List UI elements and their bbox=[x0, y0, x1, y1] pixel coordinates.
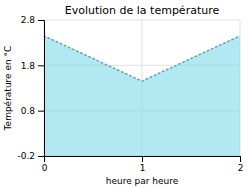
chart-container: 0 1 2 -0.2 0.8 1.8 2.8 Evolution de la températ… bbox=[0, 0, 250, 188]
x-axis: 0 1 2 bbox=[42, 156, 244, 173]
tick-mark bbox=[142, 156, 143, 162]
line bbox=[44, 36, 240, 81]
plot-area: 0 1 2 -0.2 0.8 1.8 2.8 bbox=[17, 15, 243, 173]
tick-mark bbox=[38, 65, 44, 66]
tick-mark bbox=[38, 156, 44, 157]
tick: 2.8 bbox=[21, 15, 44, 25]
tick-label: 0.8 bbox=[21, 106, 36, 116]
tick-label: 2 bbox=[238, 163, 244, 173]
tick: 1.8 bbox=[21, 61, 44, 71]
tick-label: 1.8 bbox=[21, 61, 36, 71]
tick-label: 0 bbox=[42, 163, 48, 173]
axis-line bbox=[45, 157, 241, 163]
tick: 2 bbox=[238, 156, 244, 173]
y-axis: -0.2 0.8 1.8 2.8 bbox=[17, 15, 44, 161]
area bbox=[44, 36, 240, 156]
grid bbox=[44, 20, 240, 156]
tick-mark bbox=[38, 20, 44, 21]
tick: 1 bbox=[140, 156, 146, 173]
y-axis-title: Température en °C bbox=[3, 46, 13, 132]
tick-mark bbox=[240, 156, 241, 162]
tick-mark bbox=[38, 111, 44, 112]
title: Evolution de la température bbox=[65, 4, 220, 17]
tick-label: 1 bbox=[140, 163, 146, 173]
chart-svg: 0 1 2 -0.2 0.8 1.8 2.8 Evolution de la températ… bbox=[0, 0, 250, 188]
tick-label: 2.8 bbox=[21, 15, 36, 25]
tick-label: -0.2 bbox=[17, 151, 35, 161]
tick: 0 bbox=[42, 156, 48, 173]
data-layer bbox=[44, 36, 240, 156]
axis-line bbox=[38, 21, 45, 157]
tick: -0.2 bbox=[17, 151, 44, 161]
x-axis-title: heure par heure bbox=[106, 176, 179, 186]
tick: 0.8 bbox=[21, 106, 44, 116]
